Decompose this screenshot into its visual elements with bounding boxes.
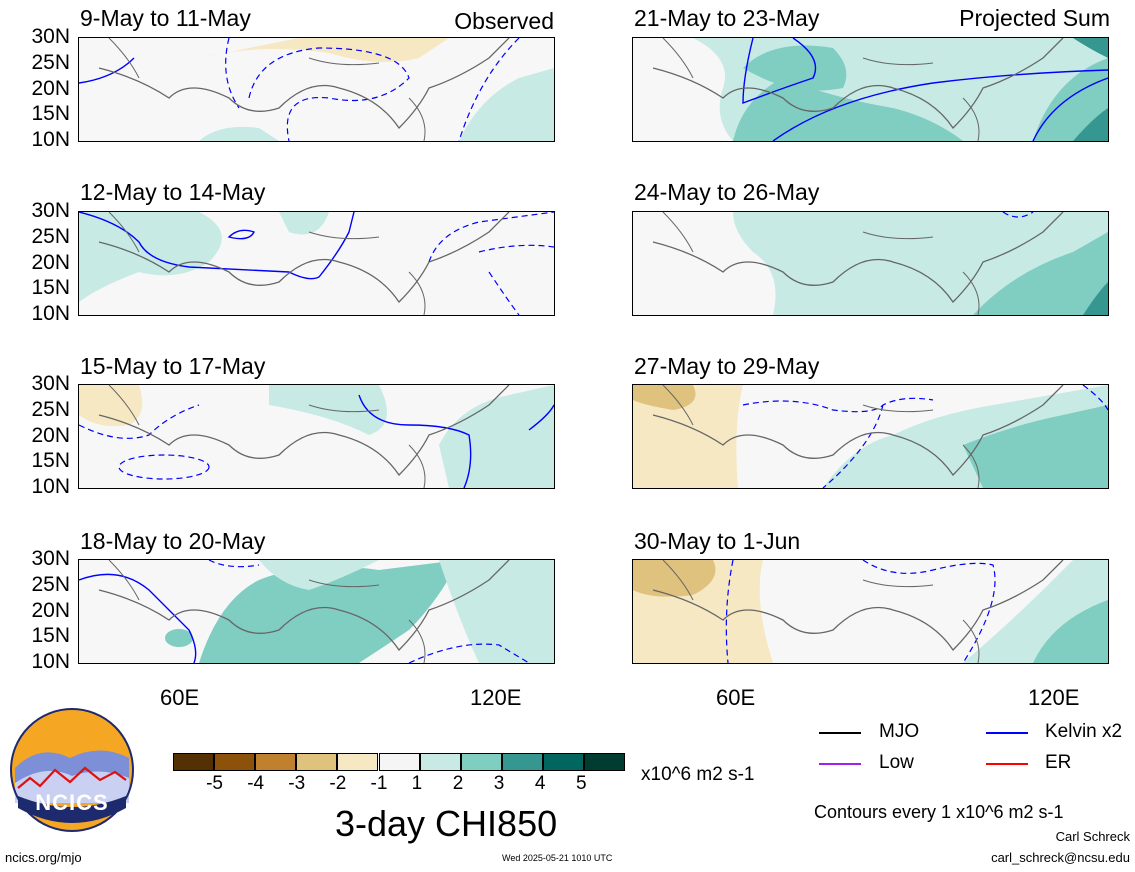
- colorbar-units: x10^6 m2 s-1: [641, 764, 755, 785]
- panel-title: 27-May to 29-May: [634, 353, 820, 379]
- colorbar-tick-label: -4: [247, 773, 265, 794]
- colorbar-title: 3-day CHI850: [335, 803, 558, 844]
- colorbar-swatch: [173, 753, 214, 771]
- site-link[interactable]: ncics.org/mjo: [5, 850, 82, 865]
- map-panel-1: [78, 37, 555, 142]
- lat-tick-label: 30N: [31, 372, 70, 395]
- panel-title: 30-May to 1-Jun: [634, 528, 801, 554]
- colorbar-swatch: [419, 753, 461, 771]
- map-panel-5: [632, 37, 1109, 142]
- lat-tick-label: 25N: [31, 397, 70, 421]
- colorbar-tick-label: 4: [534, 773, 546, 794]
- panel-title: 21-May to 23-May: [634, 5, 820, 31]
- lat-tick-label: 25N: [31, 50, 70, 74]
- colorbar-tick-label: 5: [576, 773, 587, 794]
- timestamp: Wed 2025-05-21 1010 UTC: [502, 853, 613, 863]
- legend-er-line: [986, 763, 1028, 765]
- colorbar-swatch: [296, 753, 338, 771]
- colorbar-tick-label: 2: [452, 773, 464, 794]
- lat-tick-label: 15N: [31, 102, 70, 126]
- panel-title: 24-May to 26-May: [634, 179, 820, 205]
- colorbar-tick-label: -1: [370, 773, 388, 794]
- lat-tick-label: 15N: [31, 449, 70, 473]
- ncics-logo: NCICS: [10, 708, 134, 832]
- colorbar-tick-label: -5: [206, 773, 223, 794]
- panel-tag: Observed: [454, 8, 554, 34]
- map-panel-6: [632, 211, 1109, 316]
- lat-tick-label: 15N: [31, 624, 70, 648]
- lat-tick-label: 20N: [31, 76, 70, 100]
- lat-tick-label: 15N: [31, 276, 70, 300]
- legend-mjo-label: MJO: [879, 721, 920, 742]
- author: Carl Schreck: [1055, 829, 1130, 844]
- colorbar-tick-label: -2: [329, 773, 347, 794]
- lat-tick-label: 10N: [31, 128, 70, 151]
- lat-tick-label: 30N: [31, 199, 70, 222]
- lat-tick-label: 20N: [31, 250, 70, 274]
- colorbar-swatch: [214, 753, 256, 771]
- lon-tick-label: 120E: [470, 685, 522, 710]
- logo-text: NCICS: [35, 790, 109, 815]
- map-panel-7: [632, 384, 1109, 489]
- colorbar-swatch: [460, 753, 502, 771]
- legend-kelvin-label: Kelvin x2: [1045, 721, 1123, 742]
- map-panel-8: [632, 559, 1109, 664]
- colorbar-swatch: [584, 753, 625, 771]
- lat-tick-label: 10N: [31, 650, 70, 673]
- lon-tick-label: 60E: [160, 685, 200, 710]
- legend-low-line: [819, 763, 861, 765]
- panel-tag: Projected Sum: [959, 5, 1110, 31]
- lat-tick-label: 20N: [31, 423, 70, 447]
- lat-tick-label: 10N: [31, 475, 70, 498]
- colorbar-tick-label: 1: [411, 773, 423, 794]
- legend-low-label: Low: [879, 752, 914, 773]
- lon-tick-label: 120E: [1028, 685, 1080, 710]
- panel-title: 15-May to 17-May: [80, 353, 266, 379]
- colorbar-swatch: [337, 753, 379, 771]
- map-panel-4: [78, 559, 555, 664]
- lat-tick-label: 30N: [31, 547, 70, 570]
- legend-mjo-line: [819, 732, 861, 734]
- panel-title: 12-May to 14-May: [80, 179, 266, 205]
- lat-tick-label: 25N: [31, 572, 70, 596]
- lat-tick-label: 30N: [31, 25, 70, 48]
- lat-tick-label: 25N: [31, 224, 70, 248]
- colorbar-swatch: [255, 753, 297, 771]
- map-panel-3: [78, 384, 555, 489]
- panel-title: 18-May to 20-May: [80, 528, 266, 554]
- panel-title: 9-May to 11-May: [80, 5, 251, 31]
- colorbar-swatch: [378, 753, 420, 771]
- colorbar-swatch: [542, 753, 584, 771]
- colorbar-tick-label: 3: [493, 773, 505, 794]
- colorbar-swatch: [501, 753, 543, 771]
- legend-kelvin-line: [986, 732, 1028, 734]
- lon-tick-label: 60E: [716, 685, 756, 710]
- legend-er-label: ER: [1045, 752, 1072, 773]
- lat-tick-label: 10N: [31, 302, 70, 325]
- contours-note: Contours every 1 x10^6 m2 s-1: [814, 802, 1064, 822]
- map-panel-2: [78, 211, 555, 316]
- lat-tick-label: 20N: [31, 598, 70, 622]
- email: carl_schreck@ncsu.edu: [991, 850, 1130, 865]
- colorbar-tick-label: -3: [288, 773, 306, 794]
